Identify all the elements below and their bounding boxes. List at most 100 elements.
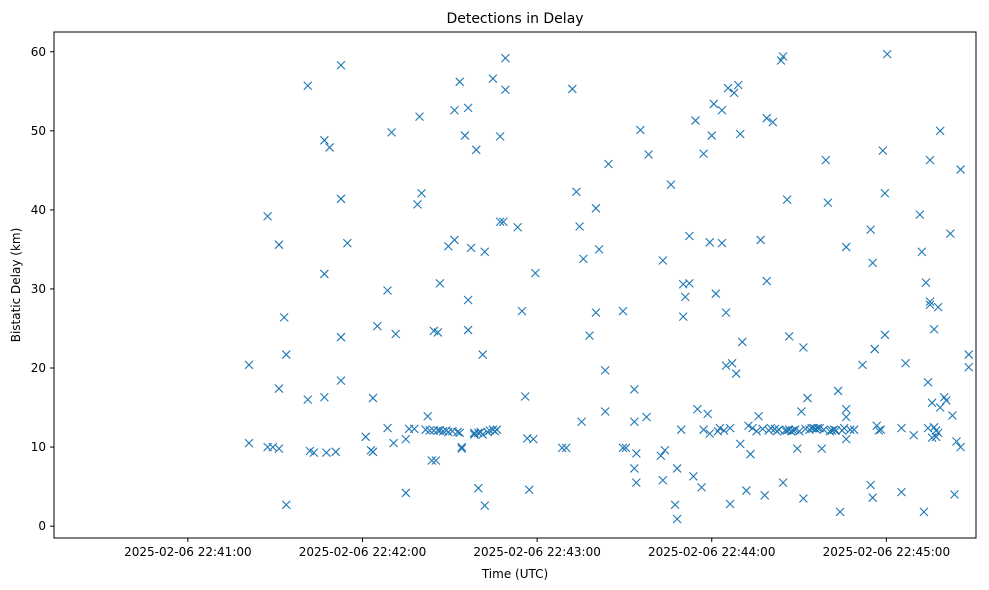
data-point [450, 105, 459, 115]
data-point [319, 269, 329, 279]
x-tick-label: 2025-02-06 22:44:00 [648, 545, 775, 559]
data-point [933, 428, 943, 438]
data-point [841, 412, 851, 422]
data-point [748, 423, 757, 433]
data-point [725, 499, 735, 509]
data-point [964, 350, 974, 359]
data-point [463, 295, 473, 305]
data-point [303, 395, 313, 405]
data-point [909, 430, 919, 440]
data-point [880, 188, 890, 198]
data-point [368, 393, 378, 403]
data-point [919, 507, 929, 517]
data-point [336, 194, 346, 204]
data-point [882, 49, 892, 59]
data-point [711, 289, 721, 299]
data-point [817, 444, 827, 454]
data-point [689, 471, 698, 481]
data-point [719, 426, 729, 435]
data-point [618, 306, 628, 316]
data-point [561, 443, 571, 453]
data-point [658, 475, 668, 485]
data-point [678, 312, 688, 322]
data-point [833, 386, 843, 396]
data-point [803, 393, 812, 403]
data-point [417, 188, 426, 198]
data-point [325, 143, 334, 152]
data-point [821, 155, 831, 165]
data-point [492, 425, 502, 435]
y-tick-label: 0 [38, 519, 46, 533]
data-point [642, 412, 651, 422]
data-point [956, 165, 965, 174]
data-point [956, 442, 965, 452]
data-point [319, 135, 329, 145]
data-point [466, 243, 476, 253]
data-point [336, 332, 346, 342]
data-point [368, 447, 378, 457]
data-point [778, 478, 788, 488]
y-tick-label: 40 [31, 203, 46, 217]
data-point [729, 88, 739, 98]
data-point [274, 444, 284, 454]
data-point [435, 426, 445, 435]
data-point [915, 210, 925, 220]
data-point [575, 222, 584, 231]
data-point [557, 443, 567, 453]
data-point [303, 81, 313, 91]
data-point [794, 426, 804, 436]
data-point [735, 129, 745, 139]
data-point [274, 240, 284, 250]
data-point [427, 456, 437, 465]
data-point [319, 392, 329, 402]
data-point [463, 325, 473, 335]
data-point [361, 432, 371, 442]
data-point [336, 376, 346, 386]
data-point [431, 456, 441, 465]
data-point [841, 434, 851, 444]
data-point [435, 279, 445, 288]
data-point [964, 362, 974, 372]
data-point [629, 384, 639, 394]
data-point [585, 331, 594, 340]
data-point [480, 247, 490, 257]
data-point [935, 126, 945, 136]
data-point [925, 155, 935, 165]
data-point [309, 448, 319, 458]
data-point [950, 490, 959, 499]
data-point [423, 411, 433, 421]
data-point [450, 235, 459, 245]
data-point [281, 500, 291, 510]
data-point [453, 427, 463, 437]
y-axis-label: Bistatic Delay (km) [9, 228, 23, 343]
data-point [629, 417, 639, 427]
data-point [870, 344, 880, 354]
data-point [733, 80, 743, 90]
data-point [737, 337, 747, 347]
data-point [322, 448, 331, 458]
data-point [425, 426, 435, 435]
data-point [336, 60, 346, 70]
data-point [473, 483, 483, 493]
data-point [488, 74, 498, 84]
data-point [478, 350, 488, 359]
data-point [841, 404, 851, 414]
data-point [684, 231, 694, 241]
y-tick-label: 60 [31, 45, 46, 59]
data-point [274, 384, 284, 393]
data-point [721, 361, 731, 371]
data-point [478, 430, 488, 439]
x-tick-label: 2025-02-06 22:45:00 [823, 545, 950, 559]
data-point [845, 425, 855, 435]
data-point [778, 52, 788, 61]
data-point [495, 217, 505, 227]
data-point [823, 198, 833, 208]
data-point [709, 99, 719, 109]
data-point [672, 514, 682, 524]
y-axis: 0 10 20 30 40 50 60 [31, 45, 54, 533]
data-point [498, 217, 508, 227]
data-point [672, 464, 682, 473]
data-point [383, 423, 392, 433]
data-point [658, 256, 668, 265]
data-point [792, 444, 802, 454]
